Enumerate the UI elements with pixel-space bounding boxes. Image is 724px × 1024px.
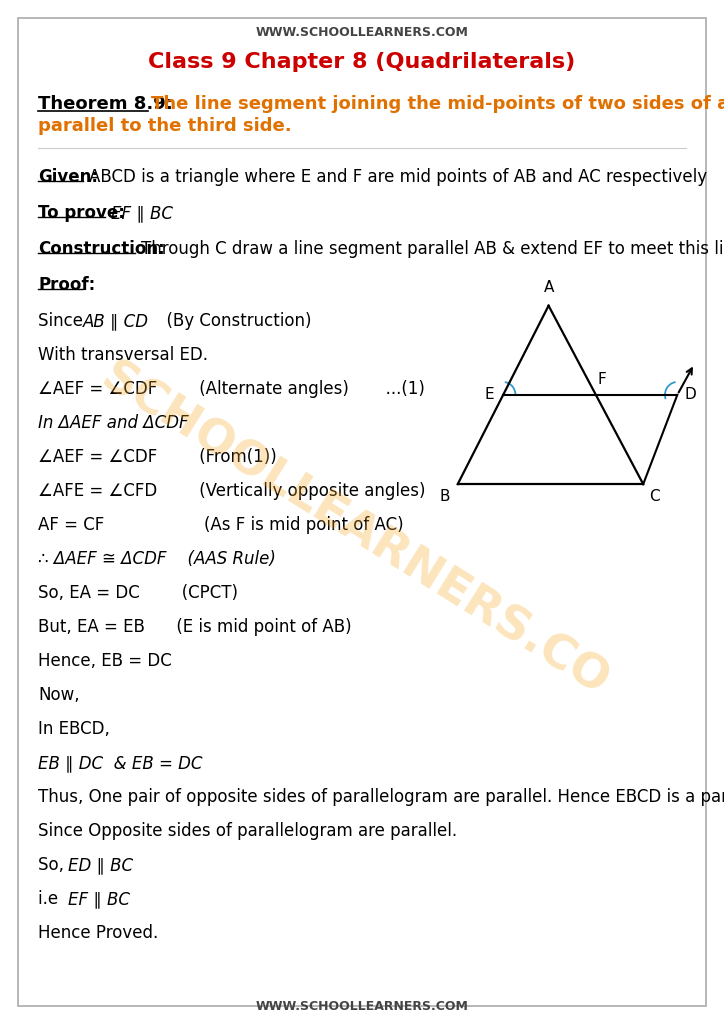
Text: Hence Proved.: Hence Proved. [38, 924, 159, 942]
Text: EF ∥ BC: EF ∥ BC [111, 204, 173, 222]
Text: Proof:: Proof: [38, 276, 96, 294]
Text: Through C draw a line segment parallel AB & extend EF to meet this line at D.: Through C draw a line segment parallel A… [140, 240, 724, 258]
Text: (By Construction): (By Construction) [135, 312, 311, 330]
Text: Class 9 Chapter 8 (Quadrilaterals): Class 9 Chapter 8 (Quadrilaterals) [148, 52, 576, 72]
Text: With transversal ED.: With transversal ED. [38, 346, 208, 364]
Text: D: D [685, 387, 696, 402]
Text: Now,: Now, [38, 686, 80, 705]
Text: A: A [544, 281, 554, 295]
Text: E: E [484, 387, 494, 402]
Text: Hence, EB = DC: Hence, EB = DC [38, 652, 172, 670]
Text: C: C [649, 489, 660, 504]
Text: SCHOOLLEARNERS.CO: SCHOOLLEARNERS.CO [93, 354, 617, 706]
Text: ABCD is a triangle where E and F are mid points of AB and AC respectively: ABCD is a triangle where E and F are mid… [88, 168, 707, 186]
Text: Theorem 8.9:: Theorem 8.9: [38, 95, 173, 113]
Text: ∠AEF = ∠CDF        (Alternate angles)       ...(1): ∠AEF = ∠CDF (Alternate angles) ...(1) [38, 380, 425, 398]
Text: Since Opposite sides of parallelogram are parallel.: Since Opposite sides of parallelogram ar… [38, 822, 457, 840]
Text: ∴ ΔAEF ≅ ΔCDF    (AAS Rule): ∴ ΔAEF ≅ ΔCDF (AAS Rule) [38, 550, 276, 568]
Text: ∠AFE = ∠CFD        (Vertically opposite angles): ∠AFE = ∠CFD (Vertically opposite angles) [38, 482, 426, 500]
Text: In ΔAEF and ΔCDF: In ΔAEF and ΔCDF [38, 414, 189, 432]
Text: So, EA = DC        (CPCT): So, EA = DC (CPCT) [38, 584, 238, 602]
Text: WWW.SCHOOLLEARNERS.COM: WWW.SCHOOLLEARNERS.COM [256, 26, 468, 39]
Text: The line segment joining the mid-points of two sides of a triangle is: The line segment joining the mid-points … [151, 95, 724, 113]
Text: Since: Since [38, 312, 88, 330]
Text: AF = CF                   (As F is mid point of AC): AF = CF (As F is mid point of AC) [38, 516, 403, 534]
Text: EB ∥ DC  & EB = DC: EB ∥ DC & EB = DC [38, 754, 203, 772]
Text: But, EA = EB      (E is mid point of AB): But, EA = EB (E is mid point of AB) [38, 618, 352, 636]
Text: Construction:: Construction: [38, 240, 165, 258]
Text: Given:: Given: [38, 168, 98, 186]
Text: To prove:: To prove: [38, 204, 125, 222]
Text: AB ∥ CD: AB ∥ CD [83, 312, 148, 330]
Text: So,: So, [38, 856, 70, 874]
Text: ED ∥ BC: ED ∥ BC [68, 856, 133, 874]
FancyBboxPatch shape [18, 18, 706, 1006]
Text: WWW.SCHOOLLEARNERS.COM: WWW.SCHOOLLEARNERS.COM [256, 1000, 468, 1013]
Text: In EBCD,: In EBCD, [38, 720, 110, 738]
Text: ∠AEF = ∠CDF        (From(1)): ∠AEF = ∠CDF (From(1)) [38, 449, 277, 466]
Text: F: F [598, 372, 607, 387]
Text: EF ∥ BC: EF ∥ BC [68, 890, 130, 908]
Text: B: B [439, 489, 450, 504]
Text: parallel to the third side.: parallel to the third side. [38, 117, 292, 135]
Text: Thus, One pair of opposite sides of parallelogram are parallel. Hence EBCD is a : Thus, One pair of opposite sides of para… [38, 788, 724, 806]
Text: i.e: i.e [38, 890, 64, 908]
